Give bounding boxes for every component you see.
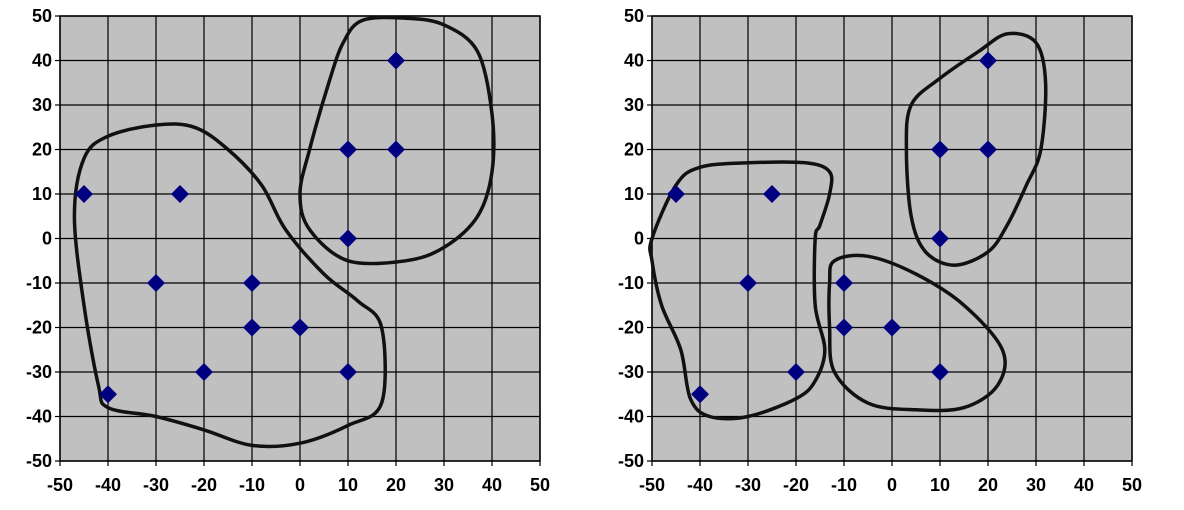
y-tick-label: 0 xyxy=(634,229,644,249)
y-tick-label: 50 xyxy=(32,6,52,26)
y-tick-label: -50 xyxy=(618,451,644,471)
y-tick-label: 30 xyxy=(32,95,52,115)
x-tick-label: 50 xyxy=(530,475,550,495)
x-tick-label: 20 xyxy=(386,475,406,495)
x-tick-label: 30 xyxy=(1026,475,1046,495)
y-tick-label: 40 xyxy=(32,51,52,71)
x-tick-label: 0 xyxy=(887,475,897,495)
x-tick-label: -50 xyxy=(639,475,665,495)
x-tick-label: 30 xyxy=(434,475,454,495)
y-tick-label: 40 xyxy=(624,51,644,71)
scatter-chart-left: -50 -40 -30 -20 -10 0 10 20 30 40 50 50 40 30 20 10 0 -10… xyxy=(0,0,592,510)
y-tick-label: -10 xyxy=(26,273,52,293)
y-tick-label: -40 xyxy=(618,407,644,427)
y-tick-label: -20 xyxy=(26,318,52,338)
y-tick-label: 20 xyxy=(624,140,644,160)
y-tick-label: 20 xyxy=(32,140,52,160)
x-tick-label: -50 xyxy=(47,475,73,495)
x-tick-label: -10 xyxy=(831,475,857,495)
x-tick-label: -30 xyxy=(735,475,761,495)
y-tick-label: 30 xyxy=(624,95,644,115)
y-tick-label: 10 xyxy=(32,184,52,204)
x-tick-label: 0 xyxy=(295,475,305,495)
x-tick-label: -20 xyxy=(783,475,809,495)
y-tick-label: 0 xyxy=(42,229,52,249)
x-tick-label: -40 xyxy=(687,475,713,495)
x-tick-label: 20 xyxy=(978,475,998,495)
scatter-chart-right: -50 -40 -30 -20 -10 0 10 20 30 40 50 50 40 30 20 10 0 -10… xyxy=(592,0,1184,510)
y-tick-label: -50 xyxy=(26,451,52,471)
y-tick-label: -30 xyxy=(26,362,52,382)
y-tick-label: -20 xyxy=(618,318,644,338)
y-tick-label: -40 xyxy=(26,407,52,427)
y-tick-label: -10 xyxy=(618,273,644,293)
x-tick-label: 40 xyxy=(482,475,502,495)
x-tick-label: 10 xyxy=(930,475,950,495)
y-tick-label: 50 xyxy=(624,6,644,26)
chart-svg-left: -50 -40 -30 -20 -10 0 10 20 30 40 50 50 40 30 20 10 0 -10… xyxy=(0,0,592,510)
x-tick-label: -20 xyxy=(191,475,217,495)
x-tick-label: -10 xyxy=(239,475,265,495)
y-tick-label: 10 xyxy=(624,184,644,204)
x-tick-label: 10 xyxy=(338,475,358,495)
x-tick-label: 40 xyxy=(1074,475,1094,495)
y-tick-label: -30 xyxy=(618,362,644,382)
x-tick-label: 50 xyxy=(1122,475,1142,495)
chart-svg-right: -50 -40 -30 -20 -10 0 10 20 30 40 50 50 40 30 20 10 0 -10… xyxy=(592,0,1184,510)
x-tick-label: -30 xyxy=(143,475,169,495)
x-tick-label: -40 xyxy=(95,475,121,495)
